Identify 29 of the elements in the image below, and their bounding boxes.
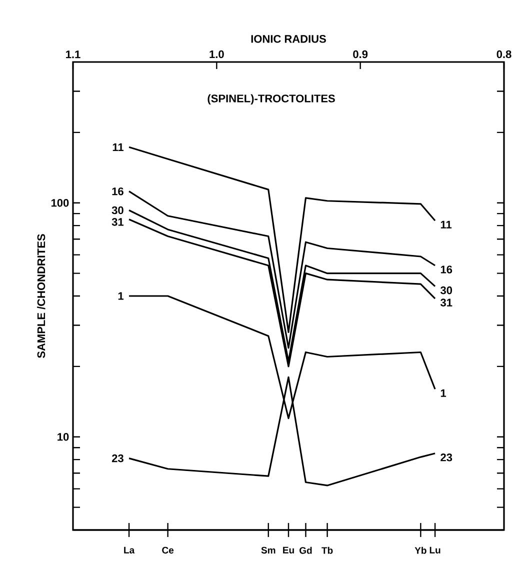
annotation: Ce	[162, 546, 174, 554]
text: 30	[112, 206, 124, 214]
x-tick-label: 0.8	[496, 50, 512, 58]
text: 1	[440, 389, 446, 397]
text: 11	[440, 220, 452, 228]
annotation: Eu	[283, 546, 294, 554]
x-axis-title: IONIC RADIUS	[251, 35, 326, 43]
x-tick-label: 1.0	[210, 50, 224, 58]
annotation: Sm	[261, 546, 276, 554]
series-label: 16	[112, 187, 124, 196]
text: 23	[112, 454, 124, 462]
series-label: 1	[118, 292, 124, 300]
series-label: 31	[440, 298, 452, 306]
annotation: Yb	[414, 546, 426, 554]
x-tick-label: 1.1	[66, 50, 80, 58]
series-label: 11	[112, 143, 124, 151]
series-label: 23	[440, 453, 452, 462]
annotation: Tb	[322, 546, 333, 554]
y-tick-label: 10	[58, 432, 69, 441]
annotation: Lu	[430, 546, 440, 554]
text: (SPINEL)-TROCTOLITES	[208, 94, 335, 105]
y-tick-label: 100	[51, 198, 69, 207]
text: 31	[112, 218, 124, 226]
x-tick-label: 0.9	[353, 50, 368, 58]
text: 16	[440, 266, 452, 274]
y-axis-title: SAMPLE /CHONDRITES	[37, 234, 46, 358]
annotation: Gd	[300, 546, 312, 554]
series-label: 30	[440, 286, 452, 294]
annotation: La	[124, 546, 135, 554]
